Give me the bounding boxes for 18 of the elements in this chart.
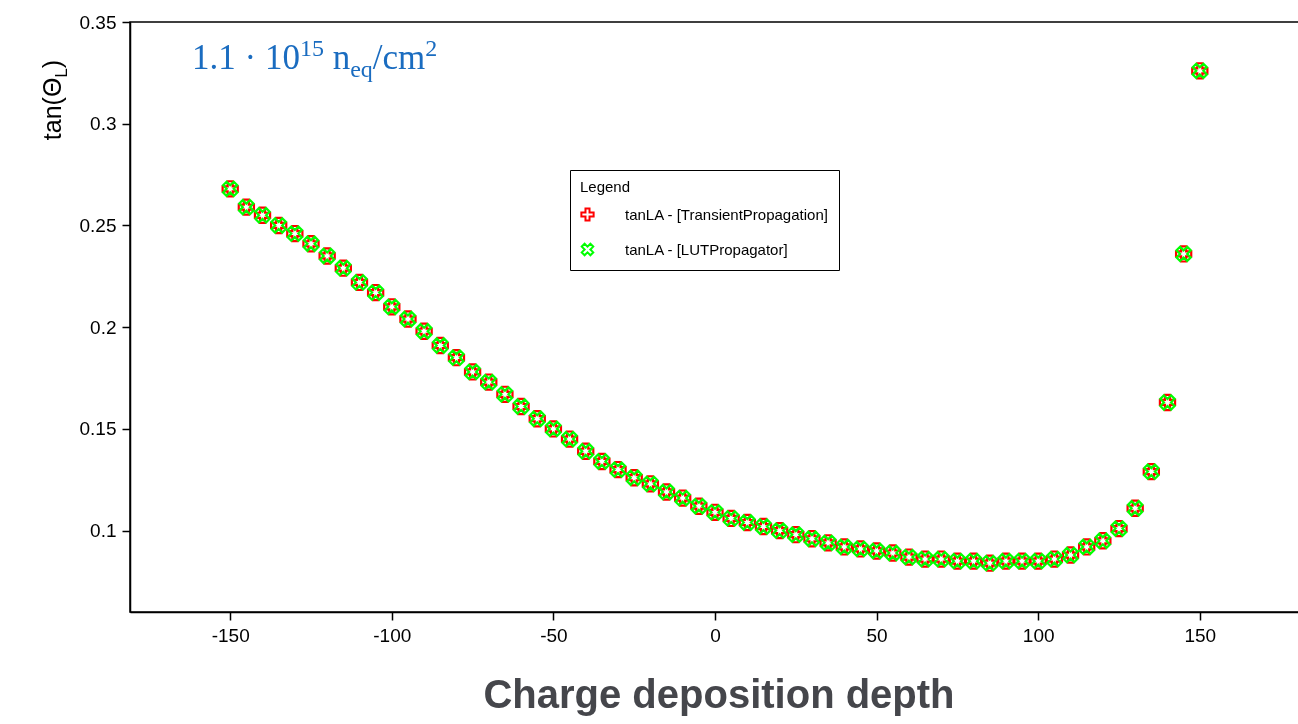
y-tick-label: 0.15 (79, 418, 117, 440)
x-tick-label: -50 (540, 624, 568, 646)
x-tick-label: 0 (710, 624, 721, 646)
y-tick-label: 0.2 (90, 316, 117, 338)
x-tick-label: -150 (211, 624, 250, 646)
y-tick-label: 0.35 (79, 11, 117, 33)
y-tick-label: 0.1 (90, 520, 117, 542)
legend-label: tanLA - [LUTPropagator] (625, 240, 788, 258)
x-tick-label: 100 (1022, 624, 1055, 646)
annotation: 1.1 · 10$^{15}$ n$_{eq}$/cm$^{2}$ (192, 35, 438, 82)
x-tick-label: 50 (866, 624, 888, 646)
legend-label: tanLA - [TransientPropagation] (625, 205, 828, 223)
x-tick-label: 150 (1184, 624, 1217, 646)
y-tick-label: 0.25 (79, 214, 117, 236)
y-tick-label: 0.3 (90, 113, 117, 135)
x-axis-title: Charge deposition depth (483, 672, 955, 717)
legend-title: Legend (580, 178, 631, 195)
x-tick-label: -100 (373, 624, 412, 646)
